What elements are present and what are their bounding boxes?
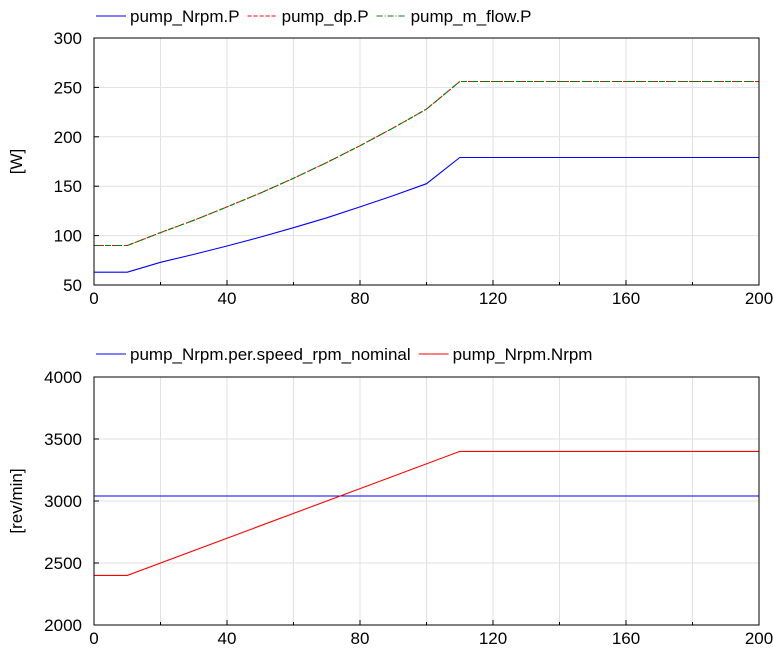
power-chart-x-tick-label: 80 — [351, 289, 370, 308]
power-chart-x-tick-label: 200 — [745, 289, 773, 308]
power-chart-y-tick-label: 250 — [54, 78, 82, 97]
power-chart-legend: pump_Nrpm.P pump_dp.P pump_m_flow.P — [96, 7, 532, 26]
speed-chart-series-line-1 — [94, 450, 759, 576]
power-chart-series — [94, 80, 759, 273]
power-chart-legend-label-1: pump_dp.P — [282, 7, 369, 26]
speed-chart-x-tick-label: 120 — [479, 629, 507, 648]
power-chart-ticks: 0 40 80 120 160 200 50 100 150 200 250 300 — [54, 29, 773, 308]
power-chart-y-axis-label: [W] — [7, 149, 26, 175]
speed-chart-y-tick-label: 3500 — [44, 430, 82, 449]
power-chart-legend-label-0: pump_Nrpm.P — [130, 7, 240, 26]
power-chart-y-tick-label: 150 — [54, 177, 82, 196]
speed-chart-y-axis-label: [rev/min] — [7, 468, 26, 533]
power-chart-x-tick-label: 40 — [218, 289, 237, 308]
power-chart-x-tick-label: 120 — [479, 289, 507, 308]
power-chart-series-line-2 — [94, 80, 759, 247]
power-chart-y-tick-label: 50 — [63, 276, 82, 295]
speed-chart-x-tick-label: 160 — [612, 629, 640, 648]
speed-chart-series — [94, 450, 759, 576]
power-chart-x-tick-label: 160 — [612, 289, 640, 308]
speed-chart-gridlines — [93, 376, 760, 626]
speed-chart-legend-label-1: pump_Nrpm.Nrpm — [453, 345, 593, 364]
speed-chart-y-tick-label: 4000 — [44, 368, 82, 387]
speed-chart-legend-label-0: pump_Nrpm.per.speed_rpm_nominal — [130, 345, 411, 364]
speed-chart-x-tick-label: 40 — [218, 629, 237, 648]
power-chart-series-line-0 — [94, 156, 759, 273]
speed-chart-y-tick-label: 3000 — [44, 492, 82, 511]
power-chart: pump_Nrpm.P pump_dp.P pump_m_flow.P 0 40 80 1… — [7, 7, 773, 308]
power-chart-legend-label-2: pump_m_flow.P — [411, 7, 532, 26]
power-chart-x-tick-label: 0 — [89, 289, 98, 308]
speed-chart-legend: pump_Nrpm.per.speed_rpm_nominal pump_Nrpm… — [96, 345, 592, 364]
power-chart-y-tick-label: 100 — [54, 227, 82, 246]
speed-chart-x-tick-label: 80 — [351, 629, 370, 648]
speed-chart-y-tick-label: 2000 — [44, 616, 82, 635]
power-chart-y-tick-label: 200 — [54, 128, 82, 147]
speed-chart-x-tick-label: 200 — [745, 629, 773, 648]
speed-chart: pump_Nrpm.per.speed_rpm_nominal pump_Nrpm… — [7, 345, 773, 648]
speed-chart-y-tick-label: 2500 — [44, 554, 82, 573]
power-chart-y-tick-label: 300 — [54, 29, 82, 48]
speed-chart-ticks: 0 40 80 120 160 200 2000 2500 3000 3500 4000 — [44, 368, 773, 648]
power-chart-gridlines — [93, 37, 760, 286]
speed-chart-x-tick-label: 0 — [89, 629, 98, 648]
